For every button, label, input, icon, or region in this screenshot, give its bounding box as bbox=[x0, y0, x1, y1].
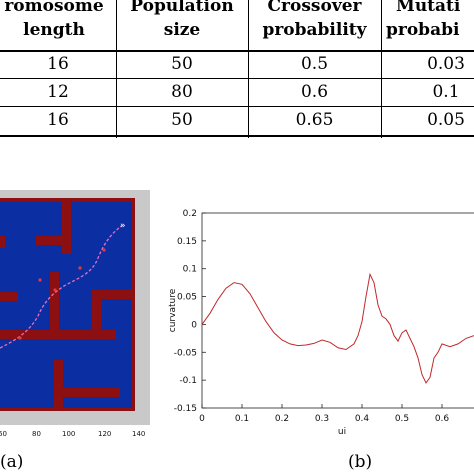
curvature-chart: 0.20.150.10.050-0.05-0.1-0.150 0.1 0.2 0.3 0… bbox=[168, 209, 474, 437]
maze-wall bbox=[0, 198, 135, 202]
table-cell: 0.6 bbox=[300, 82, 329, 102]
maze-wall bbox=[50, 272, 59, 332]
maze-x-tick: 140 bbox=[132, 430, 146, 438]
maze-wall bbox=[0, 292, 18, 301]
table-column-divider bbox=[381, 0, 382, 138]
figure-b-caption: (b) bbox=[348, 452, 373, 472]
table-column-divider bbox=[248, 0, 249, 138]
maze-x-tick: 100 bbox=[62, 430, 76, 438]
y-tick-label: -0.1 bbox=[179, 376, 197, 386]
y-tick-label: 0.15 bbox=[177, 237, 197, 247]
table-cell: 0.5 bbox=[300, 54, 329, 74]
table-header-line: romosome bbox=[4, 0, 104, 16]
x-tick-label: 0.3 bbox=[315, 414, 329, 424]
svg-text:»: » bbox=[120, 221, 126, 231]
maze-wall bbox=[0, 236, 5, 248]
table-rule bbox=[0, 135, 474, 137]
y-tick-label: -0.15 bbox=[174, 404, 197, 414]
curvature-plot: 0.2 0.15 0.1 0.05 0 -0.05 -0.1 -0.15 0 0.1 0.2 0.3 0… bbox=[160, 200, 474, 445]
table-cell: 16 bbox=[47, 54, 69, 74]
table-header-chromosome-length: romosome length bbox=[0, 0, 114, 42]
table-column-divider bbox=[116, 0, 117, 138]
maze-wall bbox=[92, 290, 135, 299]
maze-wall bbox=[62, 202, 71, 254]
x-tick-label: 0.4 bbox=[355, 414, 370, 424]
y-tick-label: -0.05 bbox=[174, 348, 197, 358]
parameter-table: romosome length Population size Crossove… bbox=[0, 0, 474, 138]
table-cell: 80 bbox=[171, 82, 193, 102]
x-tick-label: 0.5 bbox=[395, 414, 409, 424]
maze-wall bbox=[92, 290, 101, 332]
table-header-line: size bbox=[163, 20, 201, 40]
table-rule bbox=[0, 50, 474, 52]
maze-wall bbox=[0, 408, 135, 411]
maze-x-tick: 120 bbox=[98, 430, 112, 438]
table-header-line: Mutati bbox=[396, 0, 461, 16]
table-header-crossover-probability: Crossover probability bbox=[248, 0, 381, 42]
x-tick-label: 0.2 bbox=[275, 414, 289, 424]
table-cell: 0.1 bbox=[432, 82, 460, 102]
figure-a-caption: (a) bbox=[0, 452, 24, 472]
y-axis-label: curvature bbox=[168, 288, 178, 332]
table-cell: 50 bbox=[171, 54, 193, 74]
maze-wall bbox=[54, 360, 63, 411]
table-header-line: probability bbox=[262, 20, 367, 40]
maze-x-tick: 60 bbox=[0, 430, 7, 438]
table-rule bbox=[0, 78, 474, 79]
y-tick-label: 0 bbox=[191, 320, 197, 330]
y-tick-label: 0.05 bbox=[177, 293, 197, 303]
maze-wall bbox=[62, 388, 120, 397]
maze-wall bbox=[132, 198, 135, 411]
maze-x-tick: 80 bbox=[32, 430, 41, 438]
table-cell: 12 bbox=[47, 82, 69, 102]
x-tick-label: 0 bbox=[199, 414, 205, 424]
table-header-population-size: Population size bbox=[116, 0, 248, 42]
table-header-line: probabi bbox=[386, 20, 460, 40]
table-cell: 50 bbox=[171, 110, 193, 130]
maze-figure: » 60 80 100 120 140 bbox=[0, 190, 150, 438]
x-tick-label: 0.6 bbox=[435, 414, 450, 424]
x-tick-label: 0.1 bbox=[235, 414, 249, 424]
table-cell: 0.05 bbox=[427, 110, 465, 130]
maze-path: » bbox=[0, 221, 126, 349]
maze-wall bbox=[36, 236, 68, 245]
table-header-line: Population bbox=[130, 0, 234, 16]
y-tick-label: 0.1 bbox=[183, 265, 197, 275]
y-tick-label: 0.2 bbox=[183, 209, 197, 219]
table-cell: 0.65 bbox=[295, 110, 334, 130]
table-rule bbox=[0, 106, 474, 107]
x-axis-label: ui bbox=[338, 427, 346, 437]
table-header-line: Crossover bbox=[267, 0, 362, 16]
curvature-series-line bbox=[201, 272, 474, 384]
plot-frame bbox=[201, 212, 474, 409]
maze-field: » bbox=[0, 198, 135, 411]
table-header-line: length bbox=[23, 20, 85, 40]
table-header-mutation-probability: Mutati probabi bbox=[386, 0, 474, 42]
table-cell: 0.03 bbox=[427, 54, 465, 74]
maze-wall bbox=[0, 330, 116, 339]
table-cell: 16 bbox=[47, 110, 69, 130]
